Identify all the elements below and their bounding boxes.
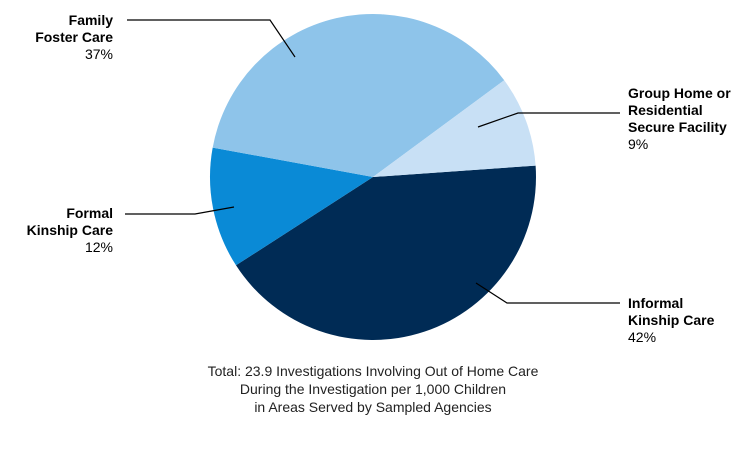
slice <box>373 80 536 177</box>
category: Formal Kinship Care <box>26 205 113 238</box>
category: Family Foster Care <box>35 12 113 45</box>
value-label: 12% <box>84 239 113 255</box>
category: Informal Kinship Care <box>628 295 715 328</box>
slice-label: Family Foster Care 37% <box>23 12 113 63</box>
note: During the Investigation per 1,000 Child… <box>240 381 506 397</box>
slice-label: Group Home or Residential Secure Facilit… <box>628 85 750 153</box>
value-label: 9% <box>628 136 649 152</box>
value-label: 42% <box>628 329 657 345</box>
note: in Areas Served by Sampled Agencies <box>254 399 491 415</box>
value-label: 37% <box>84 46 113 62</box>
slice-label: Formal Kinship Care 12% <box>13 205 113 256</box>
slice <box>212 13 505 177</box>
leader-line <box>125 206 235 215</box>
slice <box>210 147 373 266</box>
slice <box>235 165 536 341</box>
slice-label: Informal Kinship Care 42% <box>628 295 728 346</box>
leader-line <box>477 112 620 128</box>
leader-line <box>475 282 620 304</box>
leader-line <box>127 19 296 58</box>
note: Total: 23.9 Investigations Involving Out… <box>208 363 539 379</box>
category: Group Home or Residential Secure Facilit… <box>628 85 731 135</box>
